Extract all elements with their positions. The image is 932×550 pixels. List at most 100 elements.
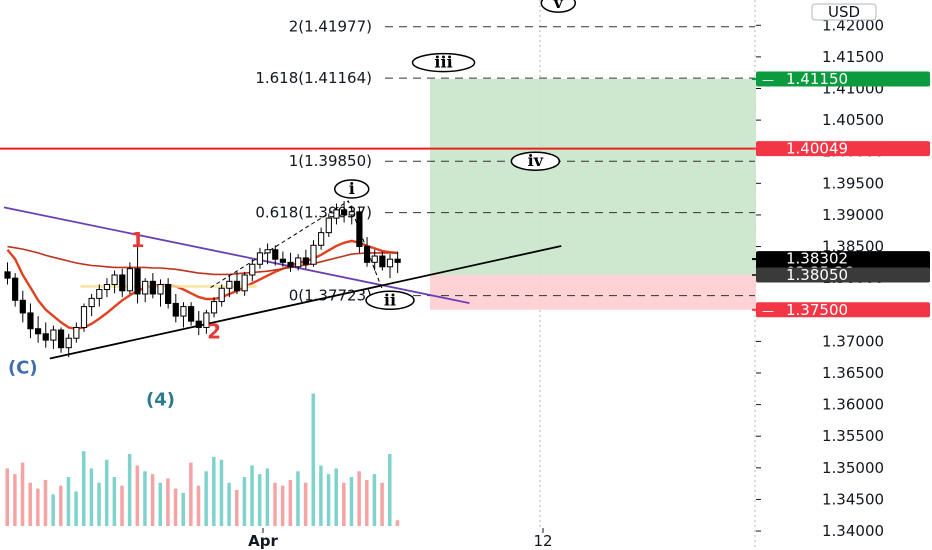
moving-averages <box>6 239 398 330</box>
time-axis[interactable]: Apr 12 <box>248 528 553 550</box>
candle <box>394 251 401 274</box>
fib-label: 0.618(1.39037) <box>255 204 372 222</box>
moving-average-line <box>7 245 398 276</box>
candle-body <box>134 268 141 295</box>
candle-body <box>379 255 386 268</box>
price-tick-label: 1.39000 <box>822 206 884 224</box>
candle-body <box>333 209 340 219</box>
wave-label-4: (4) <box>146 389 175 410</box>
candle-body <box>149 280 156 295</box>
volume-bar <box>349 477 354 526</box>
volume-bar <box>20 462 25 526</box>
candle <box>295 254 302 271</box>
fib-label: 2(1.41977) <box>289 18 372 36</box>
candle <box>333 203 340 225</box>
volume-bar <box>365 479 369 526</box>
candle <box>241 271 248 296</box>
candle <box>88 293 95 317</box>
candle <box>210 297 218 318</box>
target-dash: — <box>762 73 774 87</box>
volume-bar <box>158 482 162 526</box>
candle <box>172 293 179 323</box>
candle <box>348 205 355 225</box>
wave-circle <box>365 290 415 311</box>
candle-body <box>35 328 42 335</box>
candle-body <box>96 289 103 299</box>
current-tag-label: 1.38302 <box>786 250 848 268</box>
candle <box>134 246 141 304</box>
candle <box>73 322 80 343</box>
candle-body <box>249 263 256 276</box>
candle-body <box>310 244 317 265</box>
price-tick-label: 1.37000 <box>822 332 884 350</box>
candle-body <box>88 297 95 308</box>
wave-circle <box>540 0 577 13</box>
candle <box>386 254 394 279</box>
target-tag-bg <box>756 71 930 87</box>
volume-bar <box>150 474 155 526</box>
volume-bar <box>265 468 270 526</box>
candle <box>310 240 317 267</box>
candle-body <box>27 312 34 330</box>
candle-body <box>180 306 187 317</box>
candle-body <box>73 326 80 339</box>
volume-bar <box>342 482 346 526</box>
volume-bar <box>212 456 216 526</box>
candle <box>218 284 225 307</box>
wave-label-C: (C) <box>8 358 38 379</box>
candle-body <box>295 257 302 268</box>
candle-body <box>279 258 286 263</box>
wave-label-iii: iii <box>434 53 452 72</box>
candle-body <box>256 252 264 265</box>
candle-body <box>371 255 378 263</box>
candle-body <box>218 287 225 303</box>
candle-body <box>363 246 371 263</box>
candle-body <box>57 329 65 349</box>
volume-bar <box>319 465 323 526</box>
candle <box>96 284 103 307</box>
candle <box>379 251 386 271</box>
candle-body <box>172 302 179 317</box>
candle <box>279 251 286 267</box>
wave-label-1: 1 <box>131 228 145 252</box>
volume-bar <box>104 459 109 526</box>
volume-bar <box>66 477 71 526</box>
candle <box>80 303 88 332</box>
candle-body <box>42 333 49 341</box>
fib-levels: 2(1.41977) 1.618(1.41164) 1(1.39850) 0.618(… <box>0 18 755 305</box>
wave-label-iv: iv <box>528 151 544 170</box>
candle <box>35 316 42 343</box>
volume-bar <box>388 454 392 526</box>
candle <box>233 271 241 294</box>
candle-body <box>65 337 72 349</box>
candle <box>111 270 118 294</box>
candle-body <box>157 283 164 295</box>
candle <box>42 322 49 348</box>
candle <box>341 201 348 223</box>
price-tick-label: 1.34500 <box>822 490 884 508</box>
volume-bar <box>395 520 400 526</box>
volume-bar <box>135 465 140 526</box>
volume-bar <box>59 485 63 526</box>
volume-bar <box>74 491 78 526</box>
volume-bar <box>173 488 178 526</box>
volume-bar <box>28 482 32 526</box>
target-tag-label: 1.41150 <box>786 70 848 88</box>
trendline-lower <box>49 245 562 360</box>
entry-tag-label: 1.38050 <box>786 266 848 284</box>
volume-bar <box>242 477 247 526</box>
candle-body <box>272 249 279 260</box>
candle <box>180 302 187 328</box>
price-tick-label: 1.42000 <box>822 16 884 34</box>
candle-body <box>325 217 332 234</box>
candle <box>371 249 378 271</box>
entry-tag-bg <box>756 267 930 283</box>
candle-body <box>318 232 325 246</box>
stop-tag-label: 1.37500 <box>786 301 848 319</box>
volume-bar <box>303 482 308 526</box>
candle <box>65 333 72 358</box>
candle <box>149 273 156 299</box>
candle-body <box>119 274 126 292</box>
currency-label: USD <box>828 3 860 21</box>
